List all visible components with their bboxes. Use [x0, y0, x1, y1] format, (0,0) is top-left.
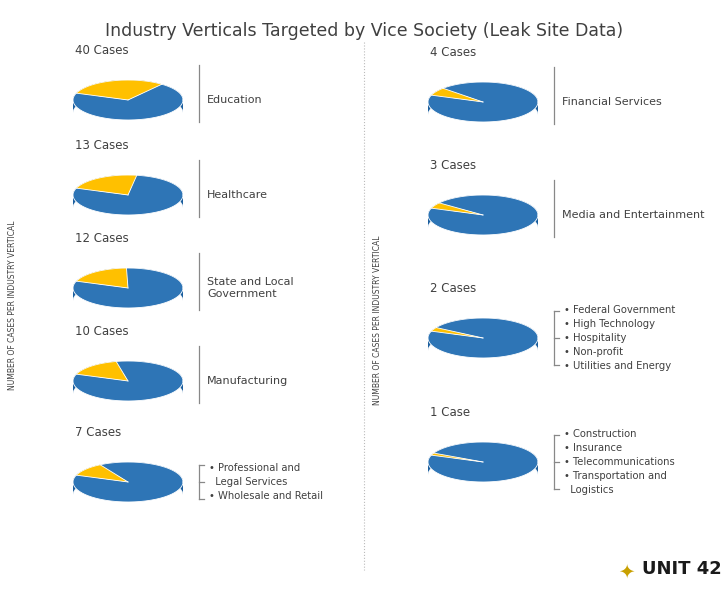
Text: 4 Cases: 4 Cases: [430, 46, 476, 59]
Text: Industry Verticals Targeted by Vice Society (Leak Site Data): Industry Verticals Targeted by Vice Soci…: [105, 22, 623, 40]
Polygon shape: [431, 328, 436, 344]
Text: Financial Services: Financial Services: [562, 97, 662, 107]
Polygon shape: [431, 453, 434, 468]
Text: 12 Cases: 12 Cases: [75, 232, 129, 245]
Polygon shape: [431, 203, 439, 221]
Polygon shape: [428, 82, 538, 122]
Polygon shape: [76, 465, 100, 488]
Polygon shape: [76, 80, 162, 106]
Text: State and Local
Government: State and Local Government: [207, 277, 293, 299]
Polygon shape: [73, 462, 183, 502]
Text: UNIT 42: UNIT 42: [642, 560, 721, 578]
Text: 40 Cases: 40 Cases: [75, 44, 129, 57]
Text: • Construction
• Insurance
• Telecommunications
• Transportation and
  Logistics: • Construction • Insurance • Telecommuni…: [564, 429, 675, 495]
Polygon shape: [428, 82, 538, 115]
Polygon shape: [431, 328, 483, 338]
Text: 1 Case: 1 Case: [430, 406, 470, 419]
Polygon shape: [76, 268, 128, 288]
Polygon shape: [428, 442, 538, 475]
Polygon shape: [76, 465, 128, 482]
Text: ✦: ✦: [618, 562, 634, 581]
Polygon shape: [76, 268, 127, 294]
Polygon shape: [431, 88, 483, 102]
Polygon shape: [73, 268, 183, 301]
Polygon shape: [431, 203, 483, 215]
Polygon shape: [73, 462, 183, 495]
Polygon shape: [76, 361, 116, 387]
Text: Media and Entertainment: Media and Entertainment: [562, 210, 705, 220]
Text: 3 Cases: 3 Cases: [430, 159, 476, 172]
Text: NUMBER OF CASES PER INDUSTRY VERTICAL: NUMBER OF CASES PER INDUSTRY VERTICAL: [9, 220, 17, 390]
Text: NUMBER OF CASES PER INDUSTRY VERTICAL: NUMBER OF CASES PER INDUSTRY VERTICAL: [373, 235, 381, 405]
Polygon shape: [73, 268, 183, 308]
Polygon shape: [431, 453, 483, 462]
Polygon shape: [431, 88, 443, 108]
Text: Healthcare: Healthcare: [207, 190, 268, 200]
Polygon shape: [73, 175, 183, 215]
Text: 7 Cases: 7 Cases: [75, 426, 122, 439]
Polygon shape: [428, 318, 538, 351]
Text: 13 Cases: 13 Cases: [75, 139, 129, 152]
Text: Manufacturing: Manufacturing: [207, 376, 288, 386]
Text: • Professional and
  Legal Services
• Wholesale and Retail: • Professional and Legal Services • Whol…: [209, 463, 323, 501]
Text: 10 Cases: 10 Cases: [75, 325, 129, 338]
Polygon shape: [76, 175, 137, 195]
Polygon shape: [428, 318, 538, 358]
Polygon shape: [76, 80, 162, 100]
Polygon shape: [73, 175, 183, 208]
Text: • Federal Government
• High Technology
• Hospitality
• Non-profit
• Utilities an: • Federal Government • High Technology •…: [564, 305, 676, 371]
Polygon shape: [76, 175, 137, 201]
Polygon shape: [428, 195, 538, 235]
Polygon shape: [73, 84, 183, 120]
Polygon shape: [73, 80, 183, 113]
Polygon shape: [428, 442, 538, 482]
Polygon shape: [73, 361, 183, 394]
Polygon shape: [428, 195, 538, 228]
Text: Education: Education: [207, 95, 263, 105]
Polygon shape: [73, 361, 183, 401]
Text: 2 Cases: 2 Cases: [430, 282, 476, 295]
Polygon shape: [76, 361, 128, 381]
